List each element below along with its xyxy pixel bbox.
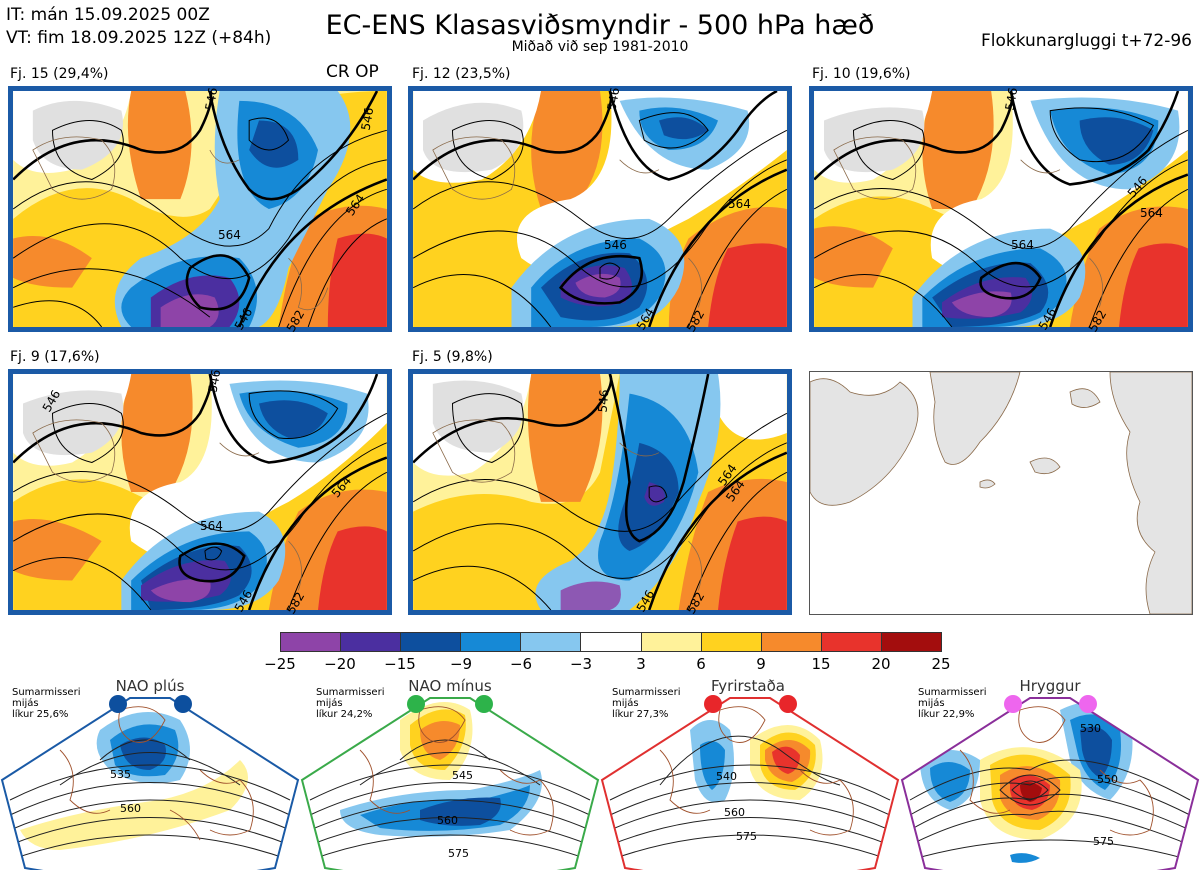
- regime-4-map: [900, 695, 1200, 870]
- regime-3-contour-c: 575: [736, 830, 757, 843]
- regime-2-map: [300, 695, 600, 870]
- colorbar-swatch: [641, 633, 702, 651]
- colorbar-swatch: [581, 633, 642, 651]
- cluster-map-3: [809, 86, 1193, 332]
- regime-4-contour-b: 550: [1097, 773, 1118, 786]
- regime-3-title: Fyrirstaða: [711, 677, 785, 695]
- regime-4-contour-a: 530: [1080, 722, 1101, 735]
- regime-3-map: [600, 695, 900, 870]
- colorbar-swatch: [701, 633, 762, 651]
- colorbar-swatch: [341, 633, 402, 651]
- regime-3-season: Sumarmisseri: [612, 687, 681, 698]
- colorbar-tick: −20: [324, 655, 356, 673]
- colorbar-tick: −6: [509, 655, 533, 673]
- panel-3-contour-a: 564: [1011, 238, 1034, 252]
- regime-2-contour-c: 575: [448, 847, 469, 860]
- regime-4-dot: [1079, 695, 1097, 713]
- regime-3-qualifier: mijás: [612, 698, 639, 709]
- regime-1-info: Sumarmisseri mijás líkur 25,6%: [12, 687, 80, 720]
- cluster-map-5: [408, 369, 792, 615]
- empty-map-panel: [809, 371, 1193, 615]
- regime-1-dot: [109, 695, 127, 713]
- panel-4-label: Fj. 9 (17,6%): [10, 349, 100, 365]
- classification-window: Flokkunargluggi t+72-96: [980, 31, 1192, 51]
- colorbar-swatch: [881, 633, 942, 651]
- panel-1-contour-a: 564: [218, 228, 241, 242]
- valid-time: VT: fim 18.09.2025 12Z (+84h): [6, 28, 272, 48]
- regime-3-info: Sumarmisseri mijás líkur 27,3%: [612, 687, 680, 720]
- regime-4-contour-c: 575: [1093, 835, 1114, 848]
- colorbar-tick: −3: [569, 655, 593, 673]
- regime-1-dot: [174, 695, 192, 713]
- regime-2-title: NAO mínus: [408, 677, 492, 695]
- colorbar-swatch: [281, 633, 342, 651]
- regime-4-qualifier: mijás: [918, 698, 945, 709]
- colorbar-tick: −15: [384, 655, 416, 673]
- page-title: EC-ENS Klasasviðsmyndir - 500 hPa hæð: [325, 10, 875, 41]
- regime-2-dot: [407, 695, 425, 713]
- colorbar-swatch: [761, 633, 822, 651]
- regime-4-season: Sumarmisseri: [918, 687, 987, 698]
- regime-2-dot: [475, 695, 493, 713]
- cluster-map-4: [8, 369, 392, 615]
- colorbar: [280, 632, 942, 652]
- page-subtitle: Miðað við sep 1981-2010: [511, 39, 689, 55]
- regime-3-dot: [704, 695, 722, 713]
- init-time: IT: mán 15.09.2025 00Z: [6, 5, 210, 25]
- panel-2-label: Fj. 12 (23,5%): [412, 66, 511, 82]
- regime-1-map: [0, 695, 300, 870]
- header-times: IT: mán 15.09.2025 00Z VT: fim 18.09.202…: [6, 4, 271, 50]
- regime-4-title: Hryggur: [1019, 677, 1081, 695]
- colorbar-tick: 6: [696, 655, 706, 673]
- colorbar-swatch: [461, 633, 522, 651]
- regime-1-probability: líkur 25,6%: [12, 709, 69, 720]
- colorbar-tick: 25: [931, 655, 951, 673]
- regime-3-dot: [779, 695, 797, 713]
- panel-1-label: Fj. 15 (29,4%): [10, 66, 109, 82]
- colorbar-tick: 20: [871, 655, 891, 673]
- panel-1-badge: CR OP: [326, 62, 379, 82]
- colorbar-tick: 15: [811, 655, 831, 673]
- colorbar-tick: 3: [636, 655, 646, 673]
- panel-4-contour-a: 564: [200, 519, 223, 533]
- regime-1-title: NAO plús: [115, 677, 185, 695]
- panel-3-contour-f: 564: [1140, 206, 1163, 220]
- regime-3-contour-a: 540: [716, 770, 737, 783]
- regime-2-season: Sumarmisseri: [316, 687, 385, 698]
- regime-1-contour-b: 560: [120, 802, 141, 815]
- panel-3-label: Fj. 10 (19,6%): [812, 66, 911, 82]
- panel-2-contour-b: 564: [728, 197, 751, 211]
- regime-4-info: Sumarmisseri mijás líkur 22,9%: [918, 687, 986, 720]
- regime-4-probability: líkur 22,9%: [918, 709, 975, 720]
- regime-4-dot: [1004, 695, 1022, 713]
- panel-5-contour-a: 546: [595, 388, 612, 414]
- regime-2-contour-a: 545: [452, 769, 473, 782]
- colorbar-tick: −9: [449, 655, 473, 673]
- regime-3-probability: líkur 27,3%: [612, 709, 669, 720]
- regime-2-qualifier: mijás: [316, 698, 343, 709]
- colorbar-tick: −25: [264, 655, 296, 673]
- colorbar-swatch: [521, 633, 582, 651]
- panel-5-label: Fj. 5 (9,8%): [412, 349, 493, 365]
- regime-2-probability: líkur 24,2%: [316, 709, 373, 720]
- regime-3-contour-b: 560: [724, 806, 745, 819]
- colorbar-swatch: [401, 633, 462, 651]
- regime-1-qualifier: mijás: [12, 698, 39, 709]
- cluster-map-1: [8, 86, 392, 332]
- colorbar-tick: 9: [756, 655, 766, 673]
- regime-2-contour-b: 560: [437, 814, 458, 827]
- regime-1-contour-a: 535: [110, 768, 131, 781]
- colorbar-swatch: [821, 633, 882, 651]
- regime-2-info: Sumarmisseri mijás líkur 24,2%: [316, 687, 384, 720]
- regime-1-season: Sumarmisseri: [12, 687, 81, 698]
- cluster-map-2: [408, 86, 792, 332]
- panel-2-contour-a: 546: [604, 238, 627, 252]
